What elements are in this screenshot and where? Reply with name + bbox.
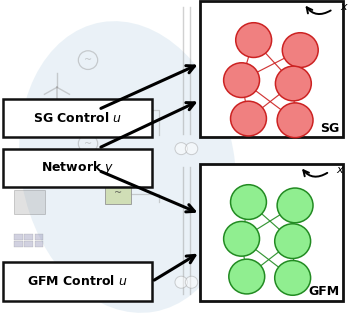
Circle shape <box>186 143 198 155</box>
Circle shape <box>275 224 310 259</box>
Circle shape <box>231 185 266 219</box>
Text: GFM Control $u$: GFM Control $u$ <box>27 275 128 288</box>
Circle shape <box>275 261 310 295</box>
Circle shape <box>229 259 265 294</box>
Circle shape <box>224 63 260 98</box>
Bar <box>14 190 45 214</box>
Bar <box>14 234 23 240</box>
Text: ~: ~ <box>114 188 122 198</box>
Text: $x$: $x$ <box>336 165 345 175</box>
Circle shape <box>175 276 187 288</box>
FancyBboxPatch shape <box>200 1 343 137</box>
Text: Network $y$: Network $y$ <box>41 159 114 176</box>
Bar <box>105 99 131 120</box>
Text: ~: ~ <box>114 105 122 114</box>
Text: SG: SG <box>320 122 340 135</box>
FancyBboxPatch shape <box>4 99 152 137</box>
Bar <box>35 241 43 247</box>
FancyBboxPatch shape <box>4 149 152 187</box>
Circle shape <box>277 103 313 138</box>
Circle shape <box>275 66 311 101</box>
Bar <box>105 182 131 204</box>
Bar <box>14 241 23 247</box>
Circle shape <box>277 188 313 223</box>
FancyBboxPatch shape <box>4 262 152 301</box>
Bar <box>24 241 33 247</box>
Ellipse shape <box>19 21 236 313</box>
Circle shape <box>224 221 260 256</box>
Text: ~: ~ <box>84 139 92 149</box>
Circle shape <box>175 143 187 155</box>
Text: SG Control $u$: SG Control $u$ <box>33 111 122 125</box>
Circle shape <box>186 276 198 288</box>
Text: GFM: GFM <box>308 285 340 298</box>
FancyBboxPatch shape <box>200 164 343 301</box>
Circle shape <box>282 33 318 67</box>
Text: $x$: $x$ <box>340 2 349 12</box>
Circle shape <box>236 23 272 57</box>
Bar <box>24 234 33 240</box>
Bar <box>35 234 43 240</box>
Text: ~: ~ <box>84 55 92 65</box>
Circle shape <box>231 101 266 136</box>
